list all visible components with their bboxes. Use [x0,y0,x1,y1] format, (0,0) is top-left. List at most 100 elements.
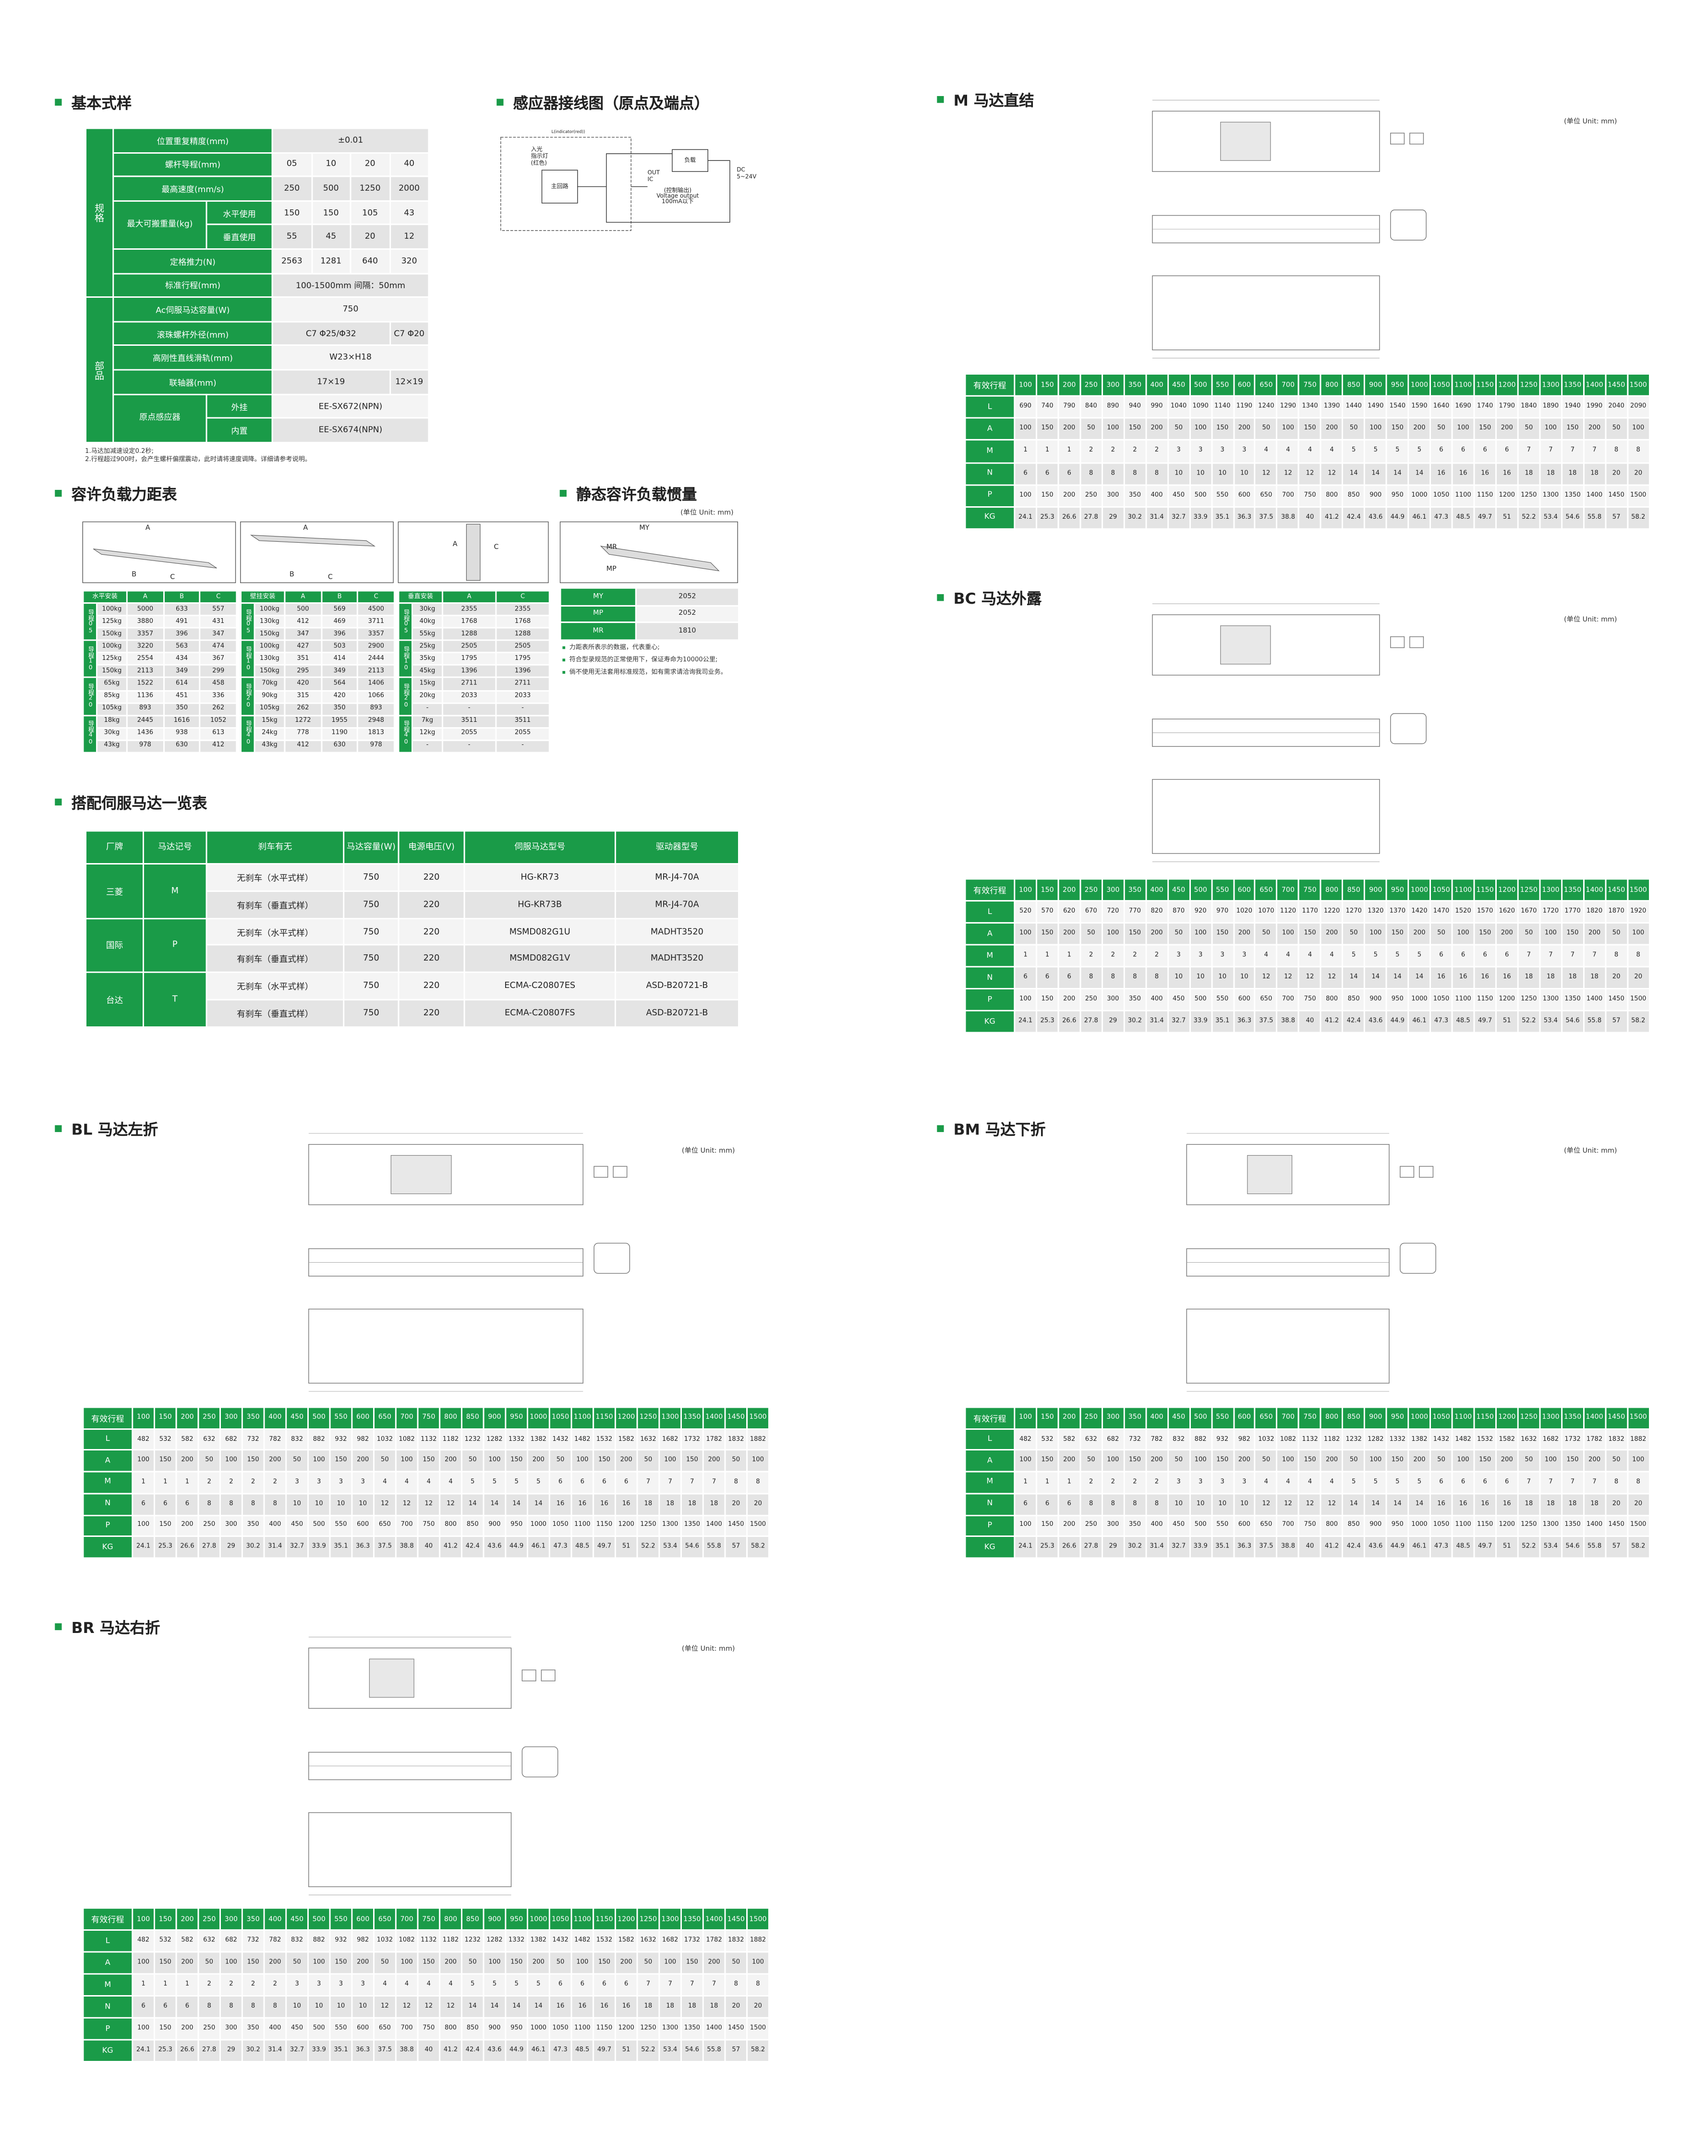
row-label: KG [964,506,1016,530]
stroke-header: 900 [483,1406,507,1430]
row-label: N [964,462,1016,486]
load-value: - [412,739,443,753]
stroke-value: 7 [1583,439,1606,463]
group-label: 导程10 [82,640,97,679]
stroke-value: 150 [593,1951,616,1975]
stroke-value: 1482 [1451,1428,1475,1451]
stroke-value: 482 [132,1929,155,1953]
stroke-value: 500 [1188,484,1212,508]
stroke-value: 1200 [614,2017,638,2041]
sensor-label: 100mA以下 [662,198,694,205]
bottom-view [1152,275,1380,351]
stroke-value: 7 [636,1471,660,1494]
stroke-value: 53.4 [1539,1010,1563,1034]
stroke-value: 950 [1386,988,1409,1011]
load-value: 350 [320,702,359,716]
load-value: 2445 [126,714,164,729]
stroke-header: 200 [175,1406,199,1430]
stroke-value: 6 [593,1973,616,1997]
row-label: N [82,1492,133,1516]
stroke-value: 27.8 [197,2039,221,2063]
stroke-value: 26.6 [1057,506,1081,530]
stroke-value: 150 [417,1450,441,1473]
stroke-value: 1832 [724,1929,748,1953]
stroke-value: 100 [132,1514,155,1537]
stroke-value: 8 [1626,944,1650,968]
stroke-header: 250 [1079,373,1103,397]
stroke-value: 200 [614,1951,638,1975]
stroke-value: 750 [1298,484,1322,508]
stroke-value: 1 [1035,944,1059,968]
spec-row: 垂直使用 55 45 20 12 [86,224,430,250]
column-header: C [495,590,550,604]
brand: 台达 [85,972,144,1028]
load-value: 65kg [96,677,128,691]
stroke-value: 14 [1364,1492,1388,1516]
servo-value: MADHT3520 [614,945,739,974]
stroke-value: 4 [1298,1471,1322,1494]
stroke-value: 12 [1254,462,1278,486]
stroke-value: 6 [1429,439,1453,463]
stroke-value: 58.2 [1626,1010,1650,1034]
stroke-value: 12 [1298,462,1322,486]
stroke-header: 400 [1145,373,1169,397]
stroke-value: 100 [746,1450,770,1473]
stroke-value: 5 [483,1973,507,1997]
stroke-value: 1920 [1626,900,1650,924]
stroke-value: 20 [746,1995,770,2019]
spec-value: C7 Φ20 [388,321,430,347]
stroke-value: 1720 [1539,900,1563,924]
load-value: 299 [199,664,238,679]
stroke-value: 50 [1517,1450,1541,1473]
stroke-value: 2 [1123,944,1147,968]
stroke-value: 650 [1254,484,1278,508]
load-value: 500 [284,602,322,617]
module-shape [250,535,376,547]
stroke-value: 55.8 [1583,1010,1606,1034]
row-header: 有效行程 [82,1406,133,1430]
load-value: 420 [284,677,322,691]
stroke-value: 782 [263,1428,287,1451]
stroke-value: 50 [1079,417,1103,441]
end-view-small [1419,1166,1434,1178]
load-value: 351 [284,652,322,666]
stroke-row: L 482 532 582 632 682 732 782 832 882 932 982 1032 10… [82,1428,770,1451]
servo-value: 750 [343,945,400,974]
load-value: 563 [163,640,201,654]
stroke-value: 6 [548,1471,572,1494]
stroke-value: 48.5 [1451,1535,1475,1559]
stroke-value: 1000 [1407,988,1431,1011]
servo-value: MSMD082G1U [463,917,616,946]
stroke-value: 1350 [1561,988,1585,1011]
stroke-value: 12 [1320,462,1344,486]
column-header: C [199,590,238,604]
stroke-header: 950 [1386,878,1409,902]
stroke-header: 1500 [746,1907,770,1931]
stroke-value: 1470 [1429,900,1453,924]
stroke-value: 900 [1364,988,1388,1011]
stroke-value: 1782 [702,1929,726,1953]
stroke-header: 850 [460,1907,485,1931]
stroke-value: 682 [219,1428,243,1451]
group-label: 导程20 [398,677,413,716]
stroke-value: 1350 [680,2017,704,2041]
column-header: 马达容量(W) [343,830,400,865]
stroke-value: 8 [1626,1471,1650,1494]
stroke-value: 200 [1320,922,1344,946]
stroke-value: 1050 [548,1514,572,1537]
stroke-value: 750 [1298,1514,1322,1537]
stroke-value: 250 [1079,484,1103,508]
stroke-value: 12 [1320,1492,1344,1516]
stroke-value: 3 [1167,944,1190,968]
stroke-value: 18 [1583,1492,1606,1516]
stroke-value: 12 [1276,1492,1300,1516]
stroke-value: 400 [1145,1514,1169,1537]
stroke-value: 1000 [527,2017,550,2041]
stroke-value: 5 [460,1471,485,1494]
stroke-value: 8 [1101,462,1125,486]
spec-label: 位置重复精度(mm) [112,127,273,153]
stroke-value: 1882 [746,1428,770,1451]
spec-label: 定格推力(N) [112,248,273,274]
axis-label: B [132,571,136,578]
